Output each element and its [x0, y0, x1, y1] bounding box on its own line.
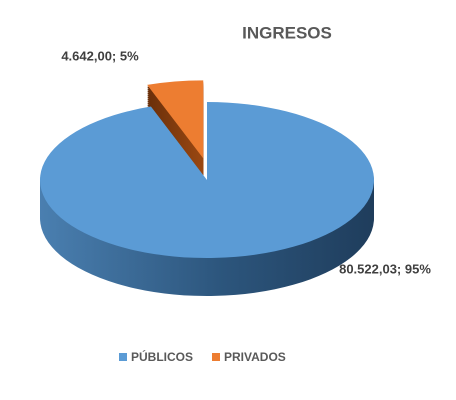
data-label: 4.642,00; 5%	[61, 48, 139, 63]
data-label: 80.522,03; 95%	[339, 261, 431, 276]
legend-swatch	[119, 353, 127, 361]
slice	[39, 102, 374, 258]
legend-label: PÚBLICOS	[131, 349, 193, 364]
legend-swatch	[212, 353, 220, 361]
legend-label: PRIVADOS	[224, 350, 286, 364]
chart-title: INGRESOS	[242, 23, 332, 42]
slice	[147, 80, 204, 159]
